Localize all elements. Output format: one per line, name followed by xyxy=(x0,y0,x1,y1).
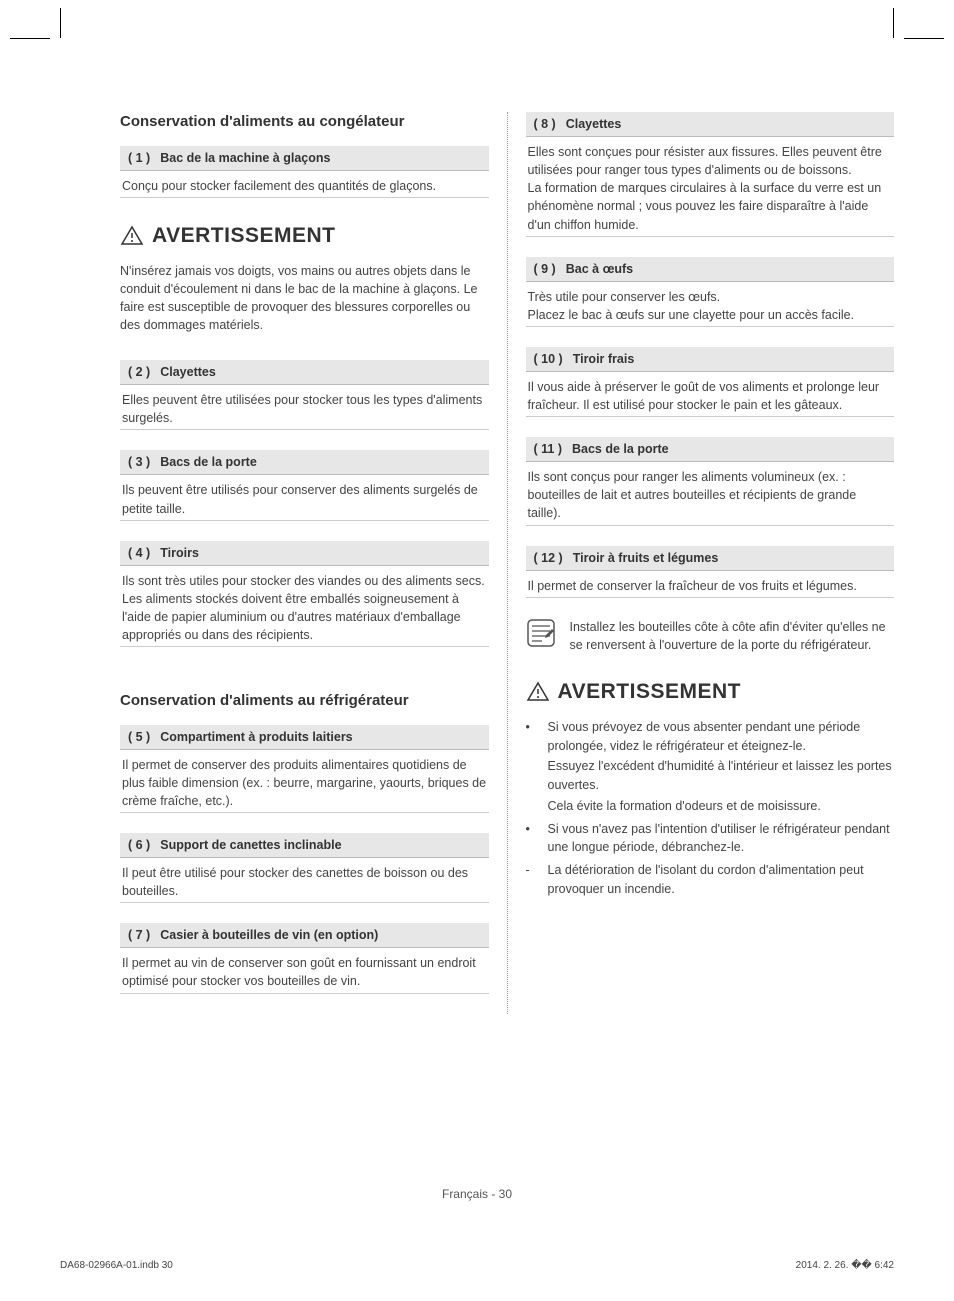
item-2-header: ( 2 )Clayettes xyxy=(120,360,489,385)
item-4-body: Ils sont très utiles pour stocker des vi… xyxy=(120,566,489,648)
item-8-header: ( 8 )Clayettes xyxy=(526,112,895,137)
warning-icon xyxy=(526,680,550,704)
item-1-body: Conçu pour stocker facilement des quanti… xyxy=(120,171,489,198)
warning-header: AVERTISSEMENT xyxy=(120,224,489,248)
section-title-fridge: Conservation d'aliments au réfrigérateur xyxy=(120,691,489,711)
meta-file: DA68-02966A-01.indb 30 xyxy=(60,1260,173,1271)
warning-title-2: AVERTISSEMENT xyxy=(558,680,741,704)
item-7-body: Il permet au vin de conserver son goût e… xyxy=(120,948,489,993)
item-6-body: Il peut être utilisé pour stocker des ca… xyxy=(120,858,489,903)
item-12-body: Il permet de conserver la fraîcheur de v… xyxy=(526,571,895,598)
item-5-body: Il permet de conserver des produits alim… xyxy=(120,750,489,813)
item-11-header: ( 11 )Bacs de la porte xyxy=(526,437,895,462)
item-6-header: ( 6 )Support de canettes inclinable xyxy=(120,833,489,858)
section-title-freezer: Conservation d'aliments au congélateur xyxy=(120,112,489,132)
item-10-header: ( 10 )Tiroir frais xyxy=(526,347,895,372)
item-11-body: Ils sont conçus pour ranger les aliments… xyxy=(526,462,895,525)
crop-marks xyxy=(0,0,954,60)
warning-bullets: • Si vous prévoyez de vous absenter pend… xyxy=(526,718,895,899)
warning-text: N'insérez jamais vos doigts, vos mains o… xyxy=(120,262,489,335)
note-row: Installez les bouteilles côte à côte afi… xyxy=(526,618,895,654)
item-3-header: ( 3 )Bacs de la porte xyxy=(120,450,489,475)
note-icon xyxy=(526,618,556,648)
warning-icon xyxy=(120,224,144,248)
warning-header-2: AVERTISSEMENT xyxy=(526,680,895,704)
item-12-header: ( 12 )Tiroir à fruits et légumes xyxy=(526,546,895,571)
item-4-header: ( 4 )Tiroirs xyxy=(120,541,489,566)
left-column: Conservation d'aliments au congélateur (… xyxy=(120,112,489,1014)
item-9-body: Très utile pour conserver les œufs. Plac… xyxy=(526,282,895,327)
right-column: ( 8 )Clayettes Elles sont conçues pour r… xyxy=(507,112,895,1014)
item-8-body: Elles sont conçues pour résister aux fis… xyxy=(526,137,895,237)
item-3-body: Ils peuvent être utilisés pour conserver… xyxy=(120,475,489,520)
page: Conservation d'aliments au congélateur (… xyxy=(0,0,954,1054)
page-footer: Français - 30 xyxy=(0,1187,954,1201)
meta-date: 2014. 2. 26. �� 6:42 xyxy=(796,1260,894,1271)
bullet-2: •Si vous n'avez pas l'intention d'utilis… xyxy=(526,820,895,858)
note-text: Installez les bouteilles côte à côte afi… xyxy=(570,618,895,654)
warning-title: AVERTISSEMENT xyxy=(152,224,335,248)
item-7-header: ( 7 )Casier à bouteilles de vin (en opti… xyxy=(120,923,489,948)
bullet-1: • Si vous prévoyez de vous absenter pend… xyxy=(526,718,895,816)
item-2-body: Elles peuvent être utilisées pour stocke… xyxy=(120,385,489,430)
item-5-header: ( 5 )Compartiment à produits laitiers xyxy=(120,725,489,750)
item-10-body: Il vous aide à préserver le goût de vos … xyxy=(526,372,895,417)
item-1-header: ( 1 )Bac de la machine à glaçons xyxy=(120,146,489,171)
bullet-3: -La détérioration de l'isolant du cordon… xyxy=(526,861,895,899)
item-9-header: ( 9 )Bac à œufs xyxy=(526,257,895,282)
print-meta: DA68-02966A-01.indb 30 2014. 2. 26. �� 6… xyxy=(60,1260,894,1271)
